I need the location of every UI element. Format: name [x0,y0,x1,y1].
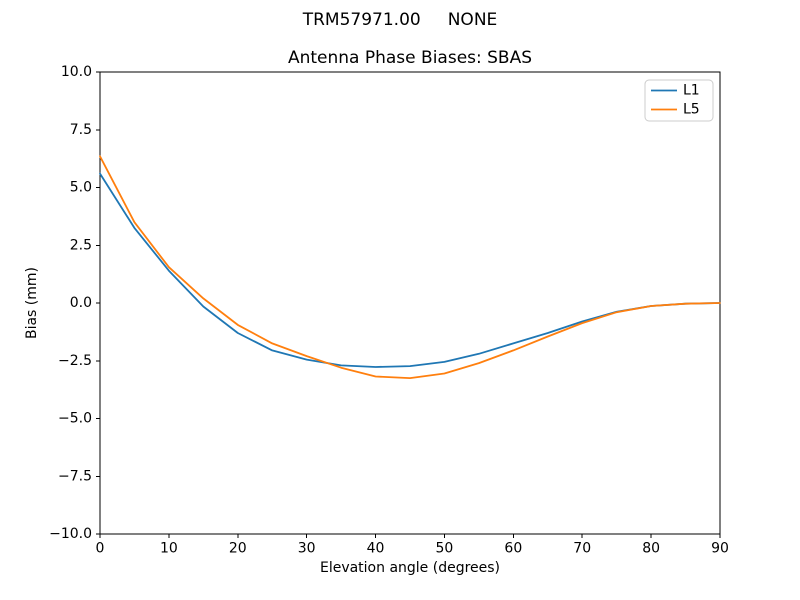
x-tick-label: 50 [436,541,454,557]
y-tick-label: 0.0 [70,295,92,311]
x-tick-label: 60 [504,541,522,557]
plot-area-frame [99,71,721,535]
y-tick-label: −5.0 [58,411,92,427]
x-tick-label: 30 [298,541,316,557]
legend-box [644,79,714,122]
legend-label-l1: L1 [683,83,700,99]
y-tick-label: 5.0 [70,180,92,196]
y-tick-label: −10.0 [49,526,92,542]
x-tick-label: 70 [573,541,591,557]
y-tick-label: −7.5 [58,468,92,484]
x-axis-label: Elevation angle (degrees) [320,560,500,576]
series-line-l5 [99,155,721,380]
x-tick-label: 80 [642,541,660,557]
y-tick-label: −2.5 [58,353,92,369]
y-tick-label: 7.5 [70,122,92,138]
chart-title: Antenna Phase Biases: SBAS [287,48,533,68]
y-tick-label: 10.0 [61,64,92,80]
chart-generated-content: 0 10 20 30 40 50 60 70 80 90 10.0 7.5 5.0 2.5 0.0 −2.5 −… [49,64,729,557]
y-tick-label: 2.5 [70,237,92,253]
x-tick-label: 40 [367,541,385,557]
x-tick-label: 0 [96,541,105,557]
legend-label-l5: L5 [683,102,700,118]
x-tick-label: 20 [229,541,247,557]
y-axis-label: Bias (mm) [24,267,40,339]
figure-suptitle: TRM57971.00 NONE [302,10,498,30]
x-tick-label: 10 [160,541,178,557]
series-line-l1 [99,172,721,368]
x-tick-label: 90 [711,541,729,557]
